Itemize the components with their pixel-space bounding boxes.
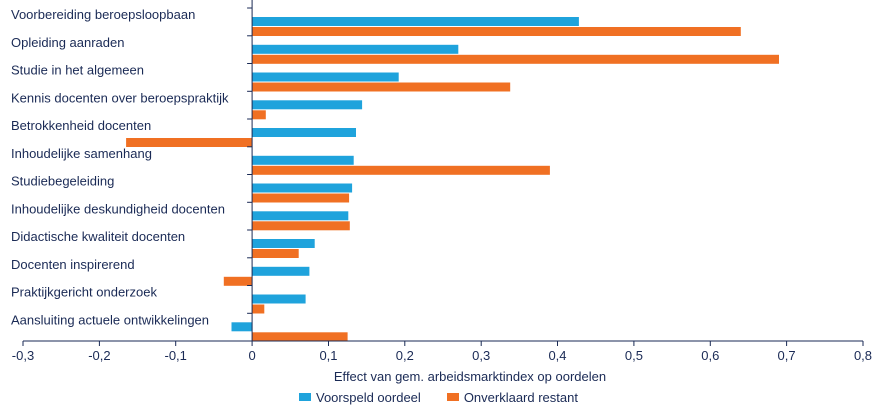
bar-onverklaard-1 — [252, 54, 780, 64]
bar-voorspeld-4 — [252, 128, 356, 137]
x-tick-label: 0,4 — [548, 348, 566, 363]
bar-onverklaard-3 — [252, 110, 266, 120]
bars-group — [126, 17, 780, 342]
bar-voorspeld-10 — [252, 294, 306, 304]
bar-onverklaard-6 — [252, 193, 350, 203]
x-tick-label: 0,8 — [854, 348, 872, 363]
bar-voorspeld-1 — [252, 44, 459, 54]
x-tick-label: 0 — [248, 348, 255, 363]
category-label-7: Inhoudelijke deskundigheid docenten — [11, 201, 225, 216]
bar-voorspeld-0 — [252, 17, 579, 26]
x-tick-label: -0,1 — [164, 348, 186, 363]
bar-onverklaard-9 — [223, 276, 253, 286]
category-label-9: Docenten inspirerend — [11, 257, 135, 272]
bar-voorspeld-9 — [252, 266, 310, 276]
category-label-8: Didactische kwaliteit docenten — [11, 229, 185, 244]
axes-group: -0,3 -0,2 -0,1 0 0,1 0,2 0,3 0,4 0,5 0,6 0,7 0,8 — [12, 0, 872, 363]
bar-voorspeld-7 — [252, 211, 349, 221]
bar-onverklaard-10 — [252, 304, 265, 314]
legend-label-onverklaard: Onverklaard restant — [463, 389, 578, 405]
bar-onverklaard-8 — [252, 249, 299, 258]
bar-voorspeld-8 — [252, 239, 315, 248]
bar-onverklaard-11 — [252, 332, 348, 342]
category-label-5: Inhoudelijke samenhang — [11, 146, 152, 161]
x-tick-label: 0,1 — [319, 348, 337, 363]
x-tick-label: 0,7 — [778, 348, 796, 363]
category-label-6: Studiebegeleiding — [11, 174, 114, 189]
x-axis-label: Effect van gem. arbeidsmarktindex op oor… — [334, 369, 606, 384]
bar-onverklaard-4 — [126, 138, 253, 147]
bar-onverklaard-2 — [252, 82, 511, 92]
x-tick-label: -0,3 — [12, 348, 34, 363]
category-label-0: Voorbereiding beroepsloopbaan — [11, 7, 195, 22]
bar-voorspeld-11 — [231, 322, 253, 332]
legend-label-voorspeld: Voorspeld oordeel — [316, 389, 421, 405]
bar-chart: Voorbereiding beroepsloopbaan Opleiding a… — [11, 0, 872, 384]
x-tick-label: 0,5 — [625, 348, 643, 363]
category-label-4: Betrokkenheid docenten — [11, 118, 151, 133]
bar-onverklaard-7 — [252, 221, 350, 231]
bar-onverklaard-0 — [252, 27, 741, 36]
category-labels: Voorbereiding beroepsloopbaan Opleiding a… — [11, 7, 229, 327]
x-tick-label: 0,2 — [396, 348, 414, 363]
legend-item-onverklaard: Onverklaard restant — [446, 389, 578, 405]
category-label-11: Aansluiting actuele ontwikkelingen — [11, 312, 209, 327]
bar-onverklaard-5 — [252, 165, 550, 175]
bar-voorspeld-2 — [252, 72, 399, 82]
legend-swatch-voorspeld — [299, 393, 311, 401]
category-label-1: Opleiding aanraden — [11, 35, 124, 50]
x-tick-label: -0,2 — [88, 348, 110, 363]
bar-voorspeld-6 — [252, 183, 353, 193]
legend: Voorspeld oordeel Onverklaard restant — [0, 388, 877, 406]
category-label-2: Studie in het algemeen — [11, 63, 144, 78]
bar-voorspeld-3 — [252, 100, 363, 110]
x-tick-label: 0,3 — [472, 348, 490, 363]
x-tick-label: 0,6 — [701, 348, 719, 363]
bar-voorspeld-5 — [252, 155, 354, 165]
category-label-10: Praktijkgericht onderzoek — [11, 285, 157, 300]
legend-item-voorspeld: Voorspeld oordeel — [299, 390, 421, 405]
legend-swatch-onverklaard — [446, 393, 459, 401]
category-label-3: Kennis docenten over beroepspraktijk — [11, 90, 229, 105]
